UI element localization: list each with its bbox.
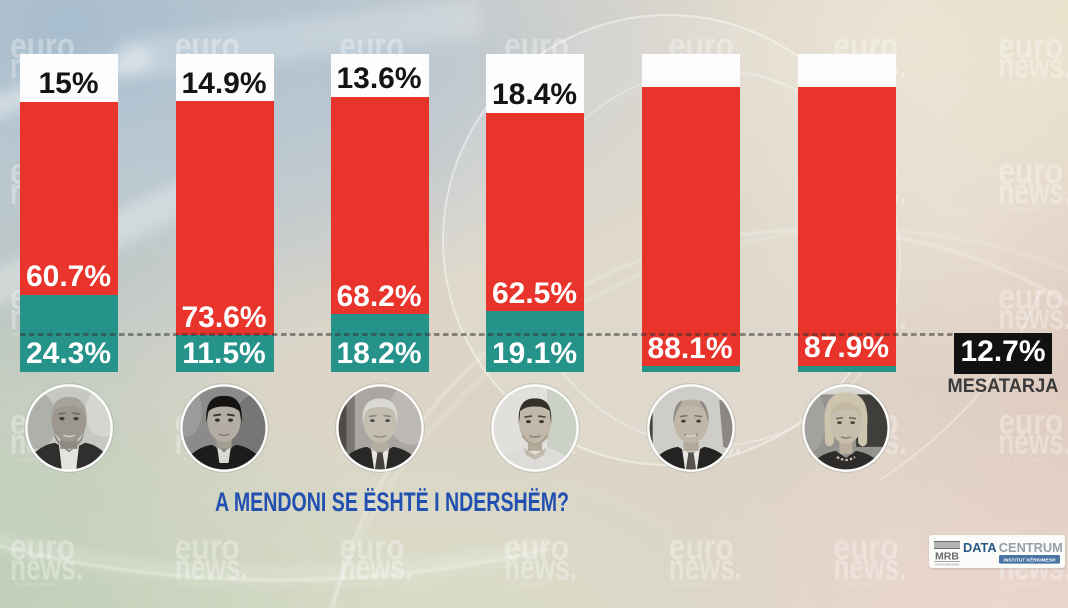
svg-text:ALBANIA: ALBANIA <box>341 582 387 587</box>
svg-text:ALBANIA: ALBANIA <box>671 582 717 587</box>
svg-text:ALBANIA: ALBANIA <box>1000 206 1046 211</box>
svg-text:ALBANIA: ALBANIA <box>12 457 58 462</box>
svg-text:news.: news. <box>998 45 1068 86</box>
svg-text:ALBANIA: ALBANIA <box>1000 582 1046 587</box>
svg-text:news.: news. <box>504 547 577 588</box>
svg-text:INSTITUT KËRKIMESH: INSTITUT KËRKIMESH <box>1004 556 1057 562</box>
svg-text:euro: euro <box>339 527 404 568</box>
svg-text:ALBANIA: ALBANIA <box>1000 457 1046 462</box>
svg-text:news.: news. <box>998 296 1068 337</box>
svg-text:euro: euro <box>834 527 899 568</box>
svg-text:ALBANIA: ALBANIA <box>836 582 882 587</box>
svg-text:news.: news. <box>339 547 412 588</box>
svg-text:MESATARJA: MESATARJA <box>948 376 1059 397</box>
svg-text:news.: news. <box>10 547 83 588</box>
svg-text:DATA: DATA <box>963 540 997 555</box>
svg-text:euro: euro <box>10 527 75 568</box>
svg-text:euro: euro <box>669 527 734 568</box>
svg-text:MRB: MRB <box>935 551 959 563</box>
svg-text:ALBANIA: ALBANIA <box>1000 81 1046 86</box>
svg-text:euro: euro <box>998 25 1063 66</box>
svg-text:euro: euro <box>175 527 240 568</box>
svg-text:euro: euro <box>504 527 569 568</box>
svg-text:news.: news. <box>669 547 742 588</box>
svg-text:ALBANIA: ALBANIA <box>177 582 223 587</box>
svg-text:CENTRUM: CENTRUM <box>999 540 1063 555</box>
svg-text:euro: euro <box>998 150 1063 191</box>
svg-text:news.: news. <box>834 547 907 588</box>
svg-text:MARKET RESEARCH BUREAU: MARKET RESEARCH BUREAU <box>935 563 959 567</box>
svg-text:ALBANIA: ALBANIA <box>12 582 58 587</box>
svg-text:euro: euro <box>998 276 1063 317</box>
svg-text:euro: euro <box>998 401 1063 442</box>
svg-text:news.: news. <box>998 170 1068 211</box>
svg-text:A MENDONI SE ËSHTË I NDERSHËM?: A MENDONI SE ËSHTË I NDERSHËM? <box>215 487 569 517</box>
svg-text:news.: news. <box>998 421 1068 462</box>
svg-text:news.: news. <box>175 547 248 588</box>
svg-text:ALBANIA: ALBANIA <box>506 582 552 587</box>
